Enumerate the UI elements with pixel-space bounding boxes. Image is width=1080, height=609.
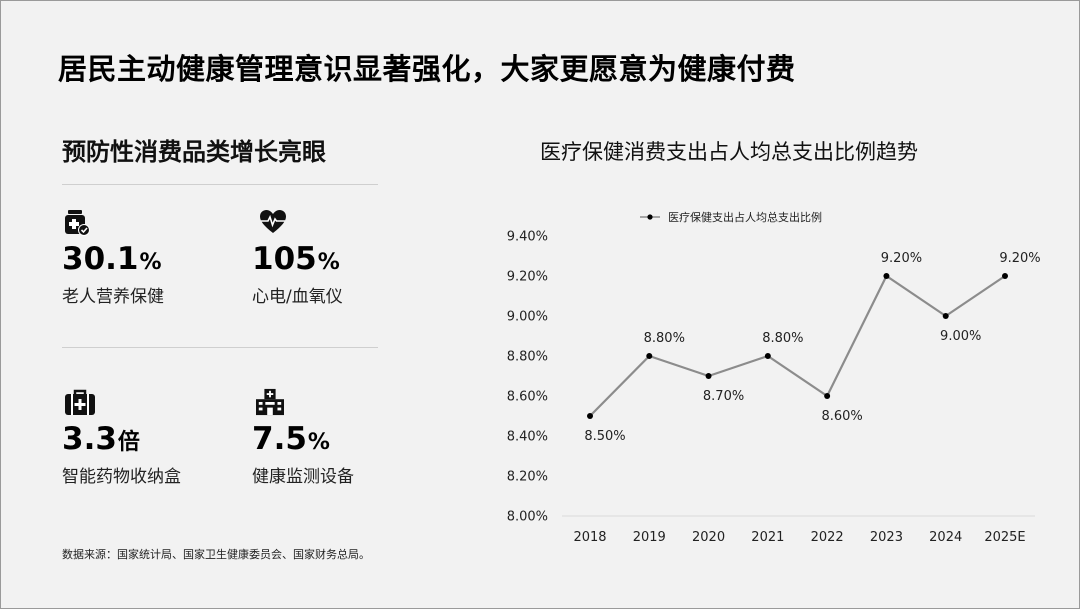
chart-title: 医疗保健消费支出占人均总支出比例趋势 [540, 140, 918, 164]
data-label: 8.80% [762, 331, 803, 346]
x-axis: 2018 2019 2020 2021 2022 2023 2024 2025E [562, 515, 1035, 545]
stat-value: 7.5% [252, 421, 330, 457]
legend-label: 医疗保健支出占人均总支出比例 [668, 210, 822, 224]
data-label: 9.20% [999, 251, 1040, 266]
x-tick-label: 2023 [870, 530, 903, 545]
left-panel-title: 预防性消费品类增长亮眼 [62, 138, 326, 166]
legend-marker [647, 214, 653, 220]
x-tick-label: 2018 [573, 530, 606, 545]
x-tick-label: 2025E [984, 530, 1025, 545]
chart-legend: 医疗保健支出占人均总支出比例 [640, 210, 822, 224]
data-label: 8.70% [703, 389, 744, 404]
stat-label: 智能药物收纳盒 [62, 467, 181, 487]
hospital-icon [256, 388, 284, 416]
data-source-note: 数据来源：国家统计局、国家卫生健康委员会、国家财务总局。 [62, 548, 370, 561]
stat-label: 心电/血氧仪 [252, 287, 343, 307]
y-axis: 8.00% 8.20% 8.40% 8.60% 8.80% 9.00% 9.20% 9.40% [507, 230, 548, 525]
data-point [942, 313, 949, 319]
data-point [646, 353, 653, 359]
medicine-bottle-icon [65, 210, 90, 236]
stat-value: 105% [252, 241, 340, 277]
stat-label: 老人营养保健 [62, 287, 164, 307]
series-line [589, 274, 1006, 417]
first-aid-kit-icon [65, 389, 95, 415]
y-tick-label: 8.40% [507, 430, 548, 445]
x-tick-label: 2021 [751, 530, 784, 545]
y-tick-label: 8.20% [507, 470, 548, 485]
series-line-group: 8.50% 8.80% 8.70% 8.80% 8.60% 9.20% 9.00% 9.20% [584, 251, 1040, 444]
data-point [587, 413, 593, 419]
data-point [764, 353, 771, 359]
y-tick-label: 9.20% [507, 270, 548, 285]
stat-elderly-nutrition: 30.1% 老人营养保健 [62, 208, 242, 307]
stat-value: 3.3倍 [62, 421, 140, 457]
stat-smart-pillbox: 3.3倍 智能药物收纳盒 [62, 388, 242, 487]
x-tick-label: 2022 [811, 530, 844, 545]
data-point [824, 393, 831, 399]
x-tick-label: 2024 [929, 530, 962, 545]
y-tick-label: 8.80% [507, 350, 548, 365]
y-tick-label: 9.00% [507, 310, 548, 325]
data-point [1002, 273, 1008, 279]
data-point [883, 273, 890, 279]
stat-label: 健康监测设备 [252, 467, 354, 487]
data-label: 8.60% [821, 409, 862, 424]
x-tick-label: 2020 [692, 530, 725, 545]
divider-middle [62, 347, 378, 348]
y-tick-label: 8.00% [507, 510, 548, 525]
y-tick-label: 8.60% [507, 390, 548, 405]
heartbeat-icon [260, 210, 286, 233]
stat-health-monitoring: 7.5% 健康监测设备 [252, 388, 432, 487]
stat-ecg-oximeter: 105% 心电/血氧仪 [252, 208, 432, 307]
stat-value: 30.1% [62, 241, 162, 277]
x-tick-label: 2019 [633, 530, 666, 545]
line-chart: 医疗保健支出占人均总支出比例 8.00% 8.20% 8.40% 8.60% 8.80%… [507, 210, 1041, 545]
data-label: 9.00% [940, 329, 981, 344]
data-point [705, 373, 712, 379]
data-label: 8.50% [584, 429, 625, 444]
data-label: 9.20% [881, 251, 922, 266]
data-label: 8.80% [644, 331, 685, 346]
page-title: 居民主动健康管理意识显著强化，大家更愿意为健康付费 [58, 52, 796, 86]
divider-top [62, 184, 378, 185]
y-tick-label: 9.40% [507, 230, 548, 245]
